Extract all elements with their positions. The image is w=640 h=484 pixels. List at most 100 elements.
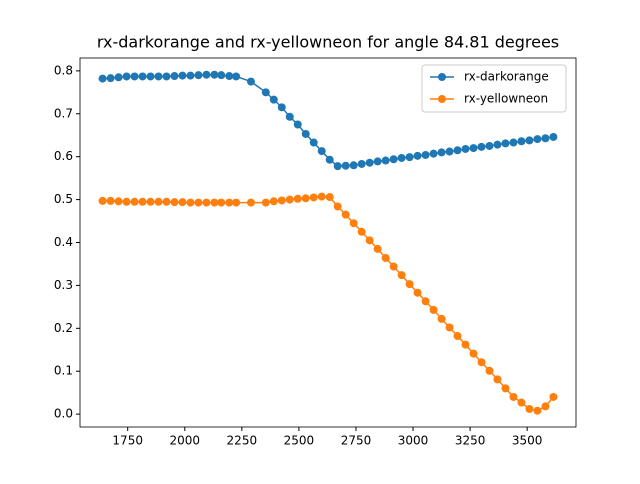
x-tick-label: 2500 [284,434,315,448]
marker [477,358,486,367]
legend-box [421,64,567,113]
marker [246,198,255,207]
marker [317,147,326,156]
marker [178,198,187,207]
y-tick-label: 0.2 [54,321,73,335]
marker [106,74,115,83]
marker [210,70,219,79]
y-tick-label: 0.1 [54,364,73,378]
marker [170,198,179,207]
marker [194,71,203,80]
legend-marker [438,73,446,81]
marker [106,196,115,205]
marker [469,349,478,358]
marker [541,402,550,411]
plot-frame [79,57,577,428]
marker [461,340,470,349]
marker [525,136,534,145]
marker [269,197,278,206]
legend-marker [438,95,446,103]
marker [186,71,195,80]
marker [421,297,430,306]
marker [154,72,163,81]
marker [285,195,294,204]
marker [357,227,366,236]
marker [509,392,518,401]
x-tick-label: 3250 [455,434,486,448]
marker [493,375,502,384]
marker [397,153,406,162]
marker [225,72,234,81]
y-tick-label: 0.7 [54,106,73,120]
x-tick-label: 2750 [341,434,372,448]
marker [493,140,502,149]
x-tick-label: 3500 [512,434,543,448]
marker [333,202,342,211]
marker [365,236,374,245]
marker [477,142,486,151]
marker [405,280,414,289]
marker [114,73,123,82]
marker [232,198,241,207]
marker [122,197,131,206]
marker [365,158,374,167]
marker [269,95,278,104]
marker [202,70,211,79]
marker [501,384,510,393]
marker [429,305,438,314]
marker [341,161,350,170]
x-tick-label: 1750 [112,434,143,448]
marker [509,138,518,147]
marker [437,148,446,157]
marker [293,194,302,203]
marker [225,198,234,207]
marker [138,72,147,81]
marker [293,120,302,129]
marker [122,72,131,81]
marker [261,88,270,97]
marker [301,194,310,203]
marker [309,138,318,147]
marker [445,147,454,156]
marker [162,72,171,81]
marker [405,153,414,162]
marker [146,197,155,206]
marker [349,219,358,228]
marker [397,271,406,280]
marker [98,74,107,83]
marker [485,141,494,150]
marker [469,144,478,153]
marker [301,129,310,138]
marker [485,366,494,375]
marker [178,71,187,80]
marker [325,155,334,164]
marker [277,196,286,205]
marker [389,155,398,164]
marker [333,162,342,171]
marker [285,112,294,121]
marker [217,71,226,80]
marker [217,198,226,207]
marker [146,72,155,81]
marker [381,156,390,165]
marker [517,137,526,146]
marker [357,159,366,168]
marker [170,72,179,81]
marker [517,398,526,407]
y-tick-label: 0.6 [54,149,73,163]
y-tick-label: 0.0 [54,407,73,421]
legend-label: rx-darkorange [464,70,549,84]
marker [261,198,270,207]
marker [533,406,542,415]
marker [453,332,462,341]
marker [138,197,147,206]
marker [130,197,139,206]
marker [549,132,558,141]
chart-title: rx-darkorange and rx-yellowneon for angl… [97,33,559,52]
marker [309,193,318,202]
marker [453,146,462,155]
y-tick-label: 0.5 [54,192,73,206]
marker [341,210,350,219]
legend-label: rx-yellowneon [464,92,548,106]
